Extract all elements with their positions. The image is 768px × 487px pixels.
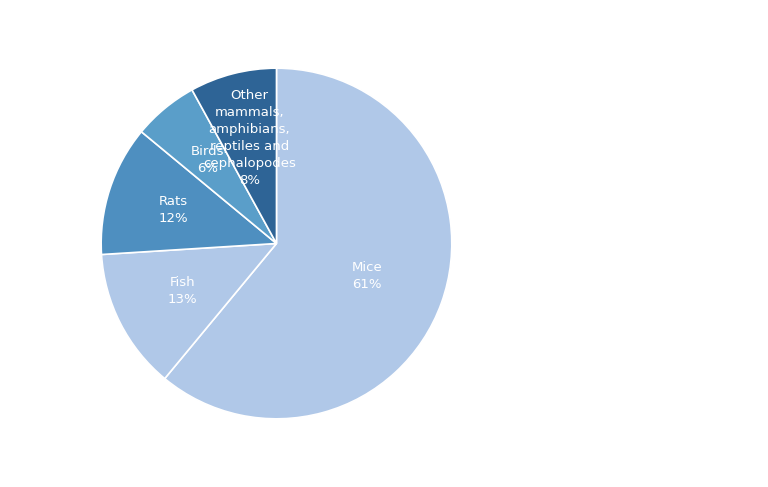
Text: Other
mammals,
amphibians,
reptiles and
cephalopodes
8%: Other mammals, amphibians, reptiles and … (203, 89, 296, 187)
Text: Fish
13%: Fish 13% (168, 276, 197, 306)
Wedge shape (192, 68, 276, 244)
Wedge shape (101, 244, 276, 378)
Wedge shape (141, 90, 276, 244)
Text: Rats
12%: Rats 12% (158, 195, 188, 225)
Wedge shape (101, 132, 276, 255)
Text: Birds
6%: Birds 6% (190, 145, 224, 175)
Wedge shape (164, 68, 452, 419)
Text: Mice
61%: Mice 61% (352, 261, 382, 291)
